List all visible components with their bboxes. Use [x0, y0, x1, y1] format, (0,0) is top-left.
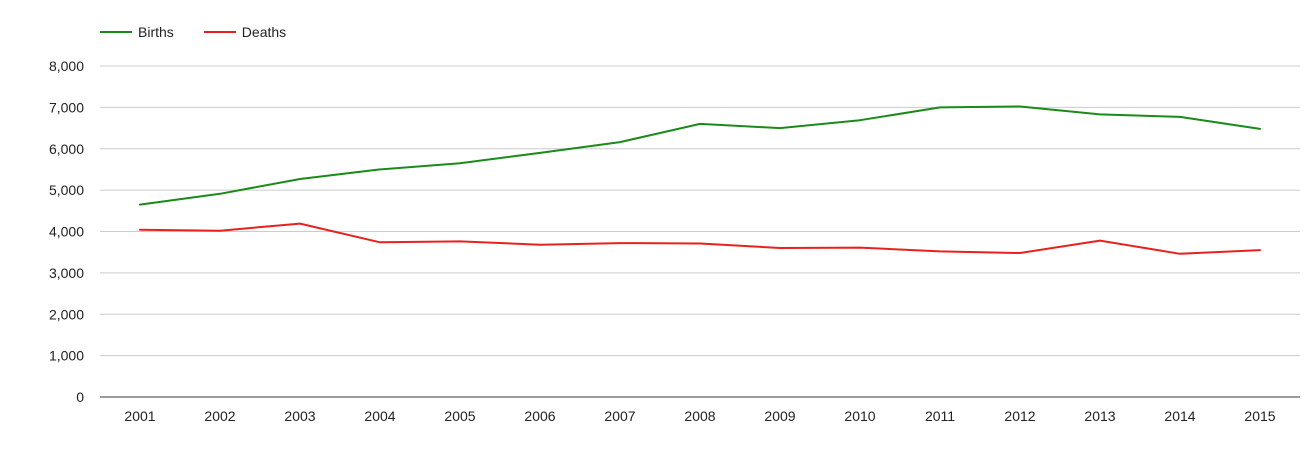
series-line-deaths	[139, 222, 1261, 255]
y-tick-label-4000: 4,000	[49, 224, 84, 240]
legend-label-births: Births	[138, 24, 174, 40]
y-tick-label-3000: 3,000	[49, 265, 84, 281]
x-tick-label-2001: 2001	[124, 408, 155, 424]
series-line-births	[139, 105, 1261, 206]
x-tick-label-2007: 2007	[604, 408, 635, 424]
legend-item-deaths: Deaths	[203, 24, 287, 40]
x-tick-label-2004: 2004	[364, 408, 395, 424]
legend-item-births: Births	[100, 24, 174, 40]
y-tick-label-2000: 2,000	[49, 306, 84, 322]
x-tick-label-2014: 2014	[1164, 408, 1195, 424]
x-tick-label-2013: 2013	[1084, 408, 1115, 424]
x-tick-label-2006: 2006	[524, 408, 555, 424]
x-tick-label-2009: 2009	[764, 408, 795, 424]
x-tick-label-2003: 2003	[284, 408, 315, 424]
x-tick-label-2012: 2012	[1004, 408, 1035, 424]
legend-label-deaths: Deaths	[241, 24, 287, 40]
x-tick-label-2010: 2010	[844, 408, 875, 424]
x-tick-label-2005: 2005	[444, 408, 475, 424]
y-tick-label-5000: 5,000	[49, 182, 84, 198]
y-tick-label-8000: 8,000	[49, 58, 84, 74]
x-tick-label-2002: 2002	[204, 408, 235, 424]
legend-swatch-births	[100, 31, 132, 33]
legend: Births Deaths	[100, 22, 316, 42]
legend-swatch-deaths	[203, 31, 236, 33]
y-tick-label-7000: 7,000	[49, 99, 84, 115]
x-tick-label-2011: 2011	[925, 408, 955, 424]
y-tick-label-0: 0	[76, 389, 84, 405]
y-tick-label-6000: 6,000	[49, 141, 84, 157]
x-tick-label-2015: 2015	[1244, 408, 1275, 424]
x-tick-label-2008: 2008	[684, 408, 715, 424]
y-tick-label-1000: 1,000	[49, 348, 84, 364]
